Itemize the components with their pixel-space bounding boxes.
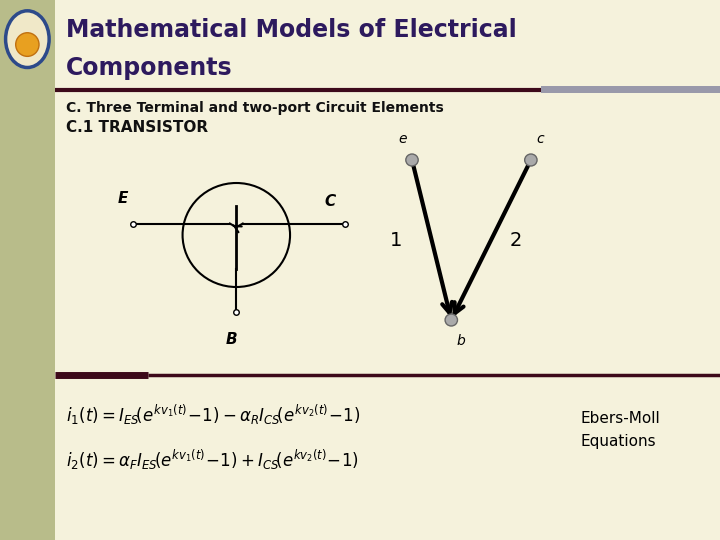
Circle shape — [445, 314, 457, 326]
Text: c: c — [536, 132, 544, 146]
Text: C: C — [324, 193, 336, 208]
Text: e: e — [398, 132, 407, 146]
Ellipse shape — [16, 33, 39, 56]
Text: 2: 2 — [510, 231, 522, 249]
Circle shape — [6, 11, 49, 68]
Text: Mathematical Models of Electrical: Mathematical Models of Electrical — [66, 18, 516, 42]
Text: C.1 TRANSISTOR: C.1 TRANSISTOR — [66, 119, 208, 134]
Text: 1: 1 — [390, 231, 402, 249]
Text: $i_1(t) = I_{ES}\!\left(e^{kv_1(t)}\!-\!1\right) - \alpha_R I_{CS}\!\left(e^{kv_: $i_1(t) = I_{ES}\!\left(e^{kv_1(t)}\!-\!… — [66, 403, 360, 427]
FancyBboxPatch shape — [541, 86, 720, 93]
Text: Ebers-Moll
Equations: Ebers-Moll Equations — [580, 411, 660, 449]
Circle shape — [525, 154, 537, 166]
Circle shape — [406, 154, 418, 166]
FancyBboxPatch shape — [55, 0, 720, 90]
Text: $i_2(t) = \alpha_F I_{ES}\!\left(e^{kv_1(t)}\!-\!1\right) + I_{CS}\!\left(e^{kv_: $i_2(t) = \alpha_F I_{ES}\!\left(e^{kv_1… — [66, 448, 359, 472]
Text: b: b — [456, 334, 465, 348]
Text: E: E — [117, 191, 128, 206]
Text: C. Three Terminal and two-port Circuit Elements: C. Three Terminal and two-port Circuit E… — [66, 101, 444, 115]
Text: B: B — [225, 332, 237, 347]
Text: Components: Components — [66, 56, 233, 80]
